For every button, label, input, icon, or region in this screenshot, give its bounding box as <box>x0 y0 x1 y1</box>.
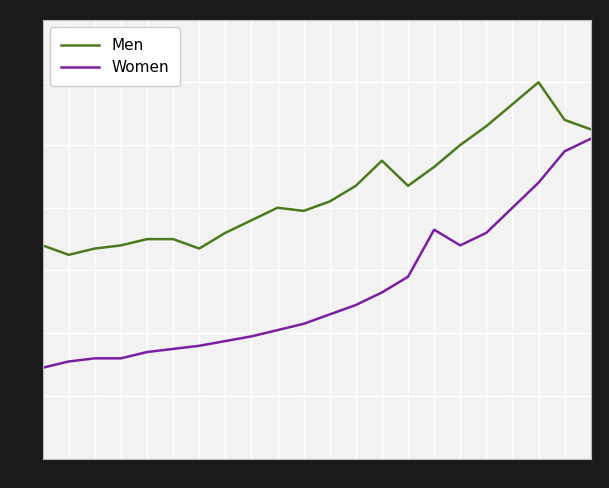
Women <box>118 355 125 361</box>
Men <box>39 243 46 248</box>
Men <box>535 80 542 85</box>
Men <box>248 217 255 223</box>
Men <box>326 199 333 204</box>
Men <box>352 183 359 189</box>
Men <box>118 243 125 248</box>
Men <box>169 236 177 242</box>
Line: Women: Women <box>43 139 591 368</box>
Women <box>195 343 203 349</box>
Women <box>326 311 333 317</box>
Women <box>509 205 516 211</box>
Women <box>378 289 385 295</box>
Men <box>195 245 203 251</box>
Women <box>404 274 412 280</box>
Men <box>431 164 438 170</box>
Women <box>222 338 229 344</box>
Men <box>509 102 516 107</box>
Men <box>91 245 99 251</box>
Women <box>561 148 568 154</box>
Men <box>457 142 464 148</box>
Women <box>91 355 99 361</box>
Women <box>457 243 464 248</box>
Men <box>483 123 490 129</box>
Women <box>483 230 490 236</box>
Men <box>587 126 594 132</box>
Men <box>561 117 568 123</box>
Men <box>404 183 412 189</box>
Men <box>274 205 281 211</box>
Women <box>169 346 177 352</box>
Men <box>222 230 229 236</box>
Women <box>65 359 72 365</box>
Women <box>300 321 308 327</box>
Men <box>65 252 72 258</box>
Men <box>300 208 308 214</box>
Women <box>39 365 46 371</box>
Women <box>274 327 281 333</box>
Women <box>431 227 438 233</box>
Women <box>587 136 594 142</box>
Women <box>143 349 150 355</box>
Women <box>352 302 359 308</box>
Men <box>143 236 150 242</box>
Legend: Men, Women: Men, Women <box>51 27 180 86</box>
Women <box>248 333 255 339</box>
Men <box>378 158 385 163</box>
Women <box>535 180 542 185</box>
Line: Men: Men <box>43 82 591 255</box>
